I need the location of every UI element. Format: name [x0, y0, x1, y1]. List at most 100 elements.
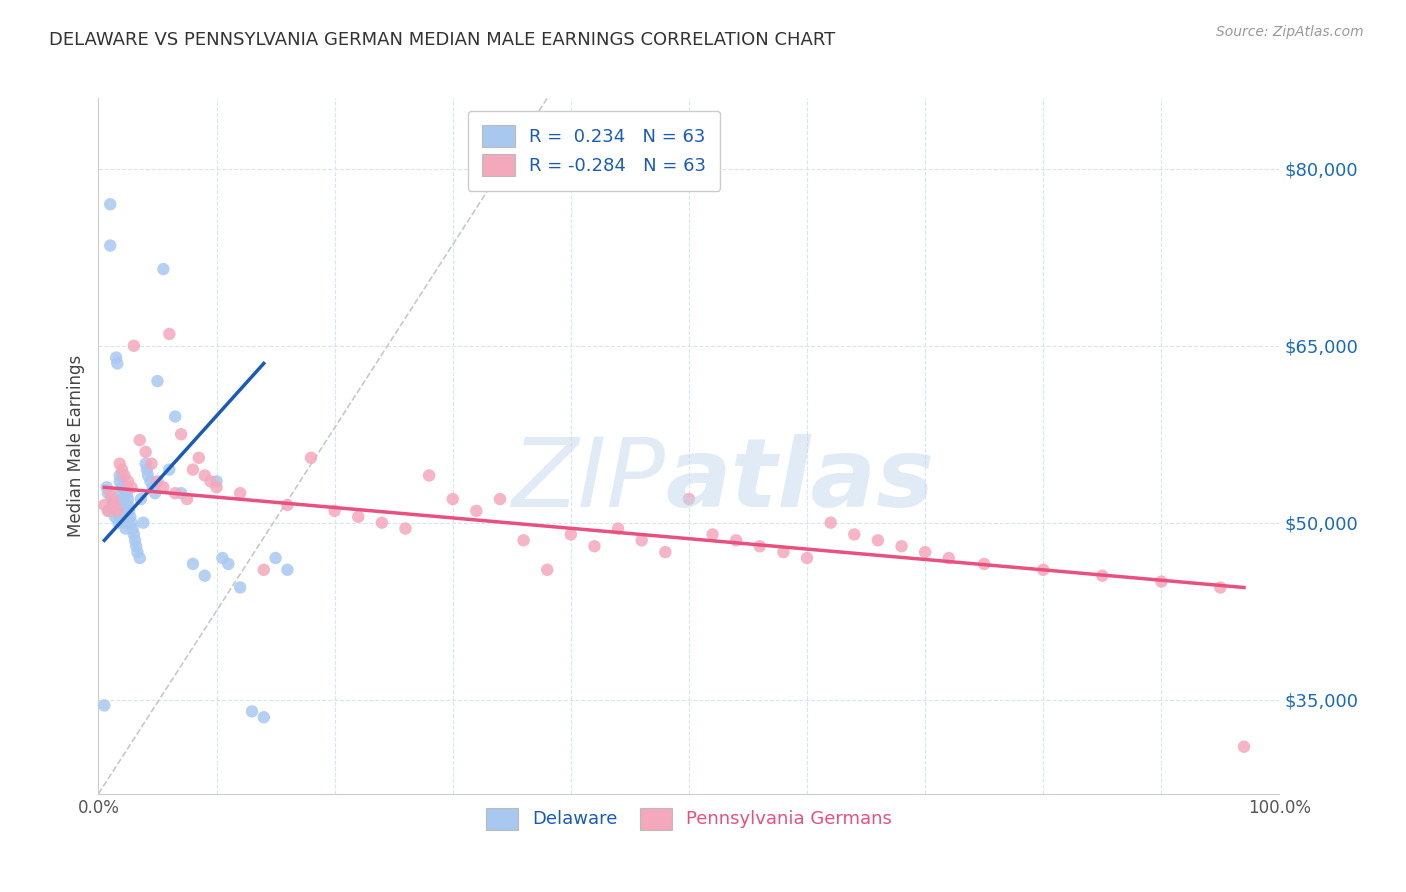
Point [914, 545, 936, 559]
Point [117, 491, 139, 506]
Point [157, 326, 180, 341]
Point [100, 491, 122, 506]
Point [110, 486, 132, 500]
Point [418, 468, 440, 483]
Point [217, 557, 239, 571]
Point [630, 533, 652, 548]
Point [371, 516, 394, 530]
Point [165, 409, 187, 424]
Point [105, 356, 128, 370]
Point [111, 462, 134, 476]
Point [170, 427, 193, 442]
Point [103, 504, 125, 518]
Point [489, 491, 512, 506]
Point [187, 450, 209, 465]
Point [98, 504, 121, 518]
Point [111, 480, 134, 494]
Point [1150, 574, 1173, 589]
Point [111, 491, 134, 506]
Point [117, 475, 139, 489]
Point [105, 504, 128, 518]
Point [108, 468, 131, 483]
Text: DELAWARE VS PENNSYLVANIA GERMAN MEDIAN MALE EARNINGS CORRELATION CHART: DELAWARE VS PENNSYLVANIA GERMAN MEDIAN M… [49, 31, 835, 49]
Point [115, 486, 138, 500]
Point [347, 509, 370, 524]
Point [973, 557, 995, 571]
Point [211, 551, 233, 566]
Point [560, 527, 582, 541]
Point [143, 486, 166, 500]
Point [536, 563, 558, 577]
Point [142, 480, 165, 494]
Point [128, 433, 150, 447]
Point [98, 238, 121, 252]
Point [1233, 739, 1256, 754]
Point [108, 475, 131, 489]
Point [107, 509, 129, 524]
Point [146, 374, 169, 388]
Point [146, 475, 169, 489]
Point [890, 539, 912, 553]
Point [1209, 581, 1232, 595]
Point [101, 491, 124, 506]
Point [583, 539, 606, 553]
Point [120, 509, 142, 524]
Point [104, 498, 127, 512]
Point [170, 486, 193, 500]
Point [654, 545, 676, 559]
Text: Source: ZipAtlas.com: Source: ZipAtlas.com [1216, 25, 1364, 39]
Point [253, 710, 276, 724]
Point [276, 563, 298, 577]
Point [112, 498, 135, 512]
Point [98, 197, 121, 211]
Point [678, 491, 700, 506]
Point [124, 533, 146, 548]
Point [512, 533, 534, 548]
Point [176, 491, 198, 506]
Point [97, 486, 120, 500]
Point [253, 563, 276, 577]
Point [121, 480, 143, 494]
Point [323, 504, 346, 518]
Point [125, 539, 148, 553]
Point [866, 533, 889, 548]
Point [1091, 568, 1114, 582]
Point [105, 351, 128, 365]
Point [165, 486, 187, 500]
Point [114, 522, 136, 536]
Point [229, 486, 252, 500]
Point [132, 516, 155, 530]
Point [105, 504, 128, 518]
Point [205, 480, 228, 494]
Point [607, 522, 630, 536]
Point [122, 339, 145, 353]
Point [772, 545, 794, 559]
Point [121, 522, 143, 536]
Point [748, 539, 770, 553]
Point [121, 516, 143, 530]
Point [111, 468, 134, 483]
Point [115, 480, 138, 494]
Point [240, 704, 263, 718]
Point [264, 551, 287, 566]
Point [194, 468, 217, 483]
Point [820, 516, 842, 530]
Point [97, 504, 120, 518]
Point [93, 698, 115, 713]
Point [135, 457, 157, 471]
Point [117, 498, 139, 512]
Point [135, 462, 157, 476]
Point [104, 509, 127, 524]
Point [441, 491, 464, 506]
Point [110, 491, 132, 506]
Point [702, 527, 724, 541]
Point [112, 468, 135, 483]
Point [157, 462, 180, 476]
Point [135, 445, 157, 459]
Point [96, 480, 118, 494]
Point [152, 480, 174, 494]
Point [107, 516, 129, 530]
Point [129, 491, 152, 506]
Point [725, 533, 748, 548]
Legend: Delaware, Pennsylvania Germans: Delaware, Pennsylvania Germans [471, 793, 907, 844]
